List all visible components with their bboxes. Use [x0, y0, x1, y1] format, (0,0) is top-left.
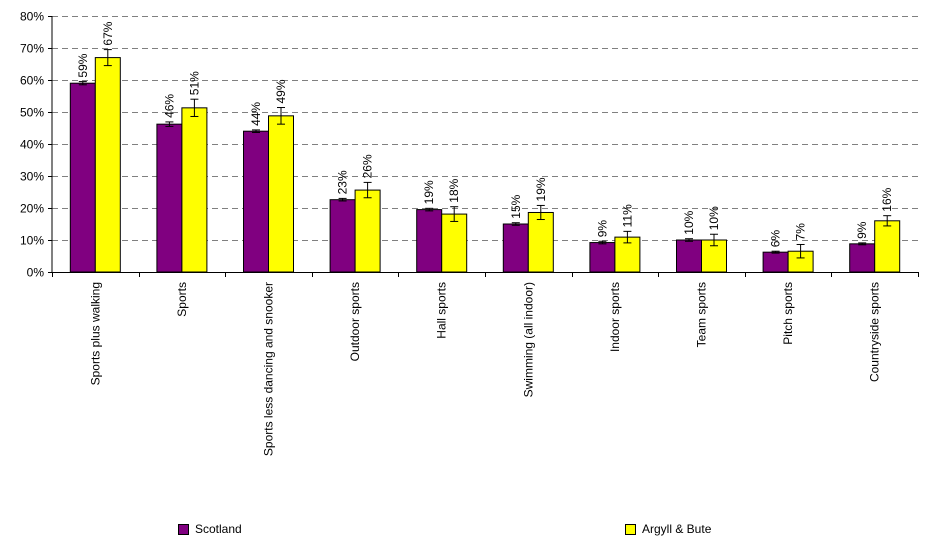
bar: [156, 123, 183, 273]
data-label: 51%: [187, 71, 201, 95]
legend-label-scotland: Scotland: [195, 522, 242, 536]
category-label: Indoor sports: [608, 282, 622, 352]
data-label: 44%: [249, 102, 263, 126]
category-label: Pitch sports: [781, 282, 795, 345]
bar: [243, 130, 269, 273]
category-label: Outdoor sports: [348, 282, 362, 361]
category-label: Sports: [175, 282, 189, 317]
y-tick-label: 40%: [20, 138, 44, 152]
data-label: 19%: [422, 180, 436, 204]
category-label: Countryside sports: [868, 282, 882, 382]
bar: [329, 199, 356, 273]
bar: [94, 57, 121, 273]
axes: [48, 16, 919, 277]
data-label: 9%: [855, 221, 869, 239]
bar: [416, 209, 443, 273]
legend-argyll-bute: Argyll & Bute: [625, 522, 711, 536]
bar: [527, 211, 554, 273]
error-bars: [78, 49, 892, 259]
category-label: Sports less dancing and snooker: [262, 282, 276, 456]
data-label: 67%: [101, 21, 115, 45]
legend-scotland: Scotland: [178, 522, 242, 536]
y-tick-label: 10%: [20, 234, 44, 248]
bars: [69, 57, 901, 273]
data-label: 6%: [769, 230, 783, 248]
category-label: Team sports: [695, 282, 709, 347]
data-label: 9%: [595, 220, 609, 238]
data-label: 19%: [534, 177, 548, 201]
y-tick-label: 30%: [20, 170, 44, 184]
category-labels: Sports plus walking Sports Sports less dan…: [88, 282, 881, 456]
legend-swatch-scotland: [178, 523, 189, 535]
bar: [502, 223, 529, 273]
bar: [69, 82, 96, 273]
bar: [849, 243, 876, 273]
y-tick-label: 50%: [20, 106, 44, 120]
data-label: 18%: [447, 178, 461, 202]
y-axis-ticks: 0% 10% 20% 30% 40% 50% 60% 70% 80%: [20, 10, 44, 280]
y-tick-label: 60%: [20, 74, 44, 88]
data-label: 15%: [509, 194, 523, 218]
legend-label-argyll-bute: Argyll & Bute: [642, 522, 712, 536]
y-tick-label: 70%: [20, 42, 44, 56]
y-tick-label: 20%: [20, 202, 44, 216]
y-tick-label: 0%: [27, 266, 45, 280]
data-label: 26%: [361, 154, 375, 178]
bar: [268, 115, 294, 273]
bar: [441, 213, 468, 273]
y-tick-label: 80%: [20, 10, 44, 24]
category-label: Sports plus walking: [88, 282, 102, 385]
bar: [762, 251, 789, 273]
data-label: 7%: [794, 223, 808, 241]
category-label: Swimming (all indoor): [521, 282, 535, 397]
data-label: 16%: [880, 187, 894, 211]
data-label: 10%: [682, 210, 696, 234]
bar: [354, 189, 381, 273]
data-label: 49%: [274, 79, 288, 103]
category-label: Hall sports: [435, 282, 449, 339]
data-label: 23%: [336, 170, 350, 194]
legend-swatch-argyll-bute: [625, 523, 636, 535]
bar: [589, 242, 616, 273]
bar: [676, 239, 702, 273]
data-label: 59%: [76, 53, 90, 77]
bar: [181, 107, 208, 273]
data-label: 11%: [620, 204, 634, 227]
data-label: 10%: [707, 206, 721, 230]
data-label: 46%: [162, 94, 176, 118]
data-labels: 59% 67% 46% 51% 44% 49% 23% 26% 19% 18% 15% 19% 9% 11…: [76, 21, 894, 247]
bar: [874, 220, 901, 273]
